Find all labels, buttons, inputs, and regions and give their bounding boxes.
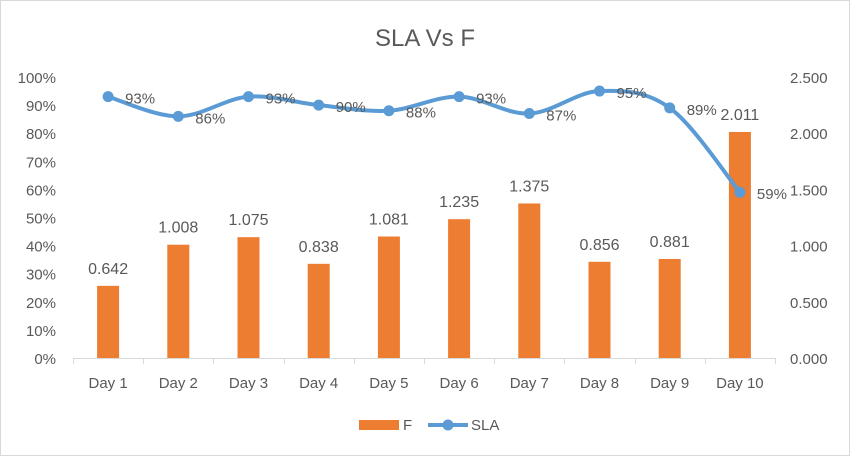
bar-f xyxy=(97,285,120,358)
line-sla-marker xyxy=(664,102,676,114)
line-sla-marker xyxy=(523,108,535,120)
bar-f xyxy=(307,263,330,358)
bar-data-label: 0.838 xyxy=(299,239,339,256)
x-tick-label: Day 4 xyxy=(299,375,338,392)
y-left-tick-label: 70% xyxy=(26,154,56,171)
line-data-label: 93% xyxy=(266,91,296,108)
line-data-label: 59% xyxy=(757,186,787,203)
x-tick-label: Day 2 xyxy=(159,375,198,392)
line-data-label: 86% xyxy=(195,110,225,127)
line-data-label: 90% xyxy=(336,99,366,116)
y-left-tick-label: 80% xyxy=(26,126,56,143)
y-right-tick-label: 2.500 xyxy=(790,70,828,87)
y-left-tick-label: 40% xyxy=(26,239,56,256)
y-left-tick-label: 50% xyxy=(26,211,56,228)
line-sla-marker xyxy=(172,110,184,122)
y-left-tick-label: 0% xyxy=(34,351,56,368)
line-sla-marker xyxy=(594,85,605,97)
x-tick-label: Day 6 xyxy=(440,375,479,392)
line-data-label: 95% xyxy=(617,85,647,102)
bar-data-label: 2.011 xyxy=(720,107,759,124)
x-tick-label: Day 8 xyxy=(580,375,619,392)
line-data-label: 87% xyxy=(546,108,576,125)
y-right-tick-label: 0.500 xyxy=(790,295,828,312)
bar-data-label: 0.856 xyxy=(579,237,619,254)
bar-f xyxy=(588,261,611,358)
bar-f xyxy=(658,258,681,358)
bar-data-label: 0.642 xyxy=(88,261,128,278)
bar-data-label: 1.008 xyxy=(158,220,198,237)
line-sla-marker xyxy=(453,91,465,103)
y-right-tick-label: 2.000 xyxy=(790,126,828,143)
y-right-tick-label: 1.000 xyxy=(790,239,828,256)
line-sla-marker xyxy=(734,186,746,198)
bar-f xyxy=(728,131,751,358)
y-right-tick-label: 1.500 xyxy=(790,182,828,199)
line-sla xyxy=(106,88,742,195)
y-left-tick-label: 60% xyxy=(26,182,56,199)
x-tick-label: Day 7 xyxy=(510,375,549,392)
legend-label-f: F xyxy=(403,417,412,434)
line-data-label: 93% xyxy=(476,91,506,108)
x-tick-label: Day 9 xyxy=(650,375,689,392)
legend-swatch-sla-marker xyxy=(442,419,454,431)
legend-swatch-f xyxy=(359,420,399,430)
chart-title: SLA Vs F xyxy=(375,25,475,52)
line-sla-marker xyxy=(383,105,395,117)
line-sla-marker xyxy=(102,91,114,103)
y-left-tick-label: 20% xyxy=(26,295,56,312)
bar-data-label: 1.375 xyxy=(509,178,549,195)
bar-data-label: 0.881 xyxy=(650,234,690,251)
x-tick-label: Day 5 xyxy=(369,375,408,392)
x-tick-label: Day 1 xyxy=(89,375,128,392)
bar-f xyxy=(518,203,541,358)
line-data-label: 89% xyxy=(687,102,717,119)
bar-f xyxy=(448,219,471,358)
bar-data-label: 1.081 xyxy=(369,211,409,228)
bar-data-label: 1.235 xyxy=(439,194,479,211)
y-left-tick-label: 30% xyxy=(26,267,56,284)
line-sla-marker xyxy=(243,91,254,103)
bar-f xyxy=(237,237,260,358)
y-left-tick-label: 100% xyxy=(18,70,56,87)
y-right-tick-label: 0.000 xyxy=(790,351,828,368)
bar-f xyxy=(377,236,400,358)
x-tick-label: Day 3 xyxy=(229,375,268,392)
y-left-tick-label: 90% xyxy=(26,98,56,115)
bar-f xyxy=(167,244,190,358)
x-tick-label: Day 10 xyxy=(716,375,764,392)
legend-label-sla: SLA xyxy=(471,417,499,434)
line-sla-marker xyxy=(313,99,325,111)
y-left-tick-label: 10% xyxy=(26,323,56,340)
bar-data-label: 1.075 xyxy=(228,212,268,229)
line-data-label: 93% xyxy=(125,91,155,108)
line-data-label: 88% xyxy=(406,105,436,122)
